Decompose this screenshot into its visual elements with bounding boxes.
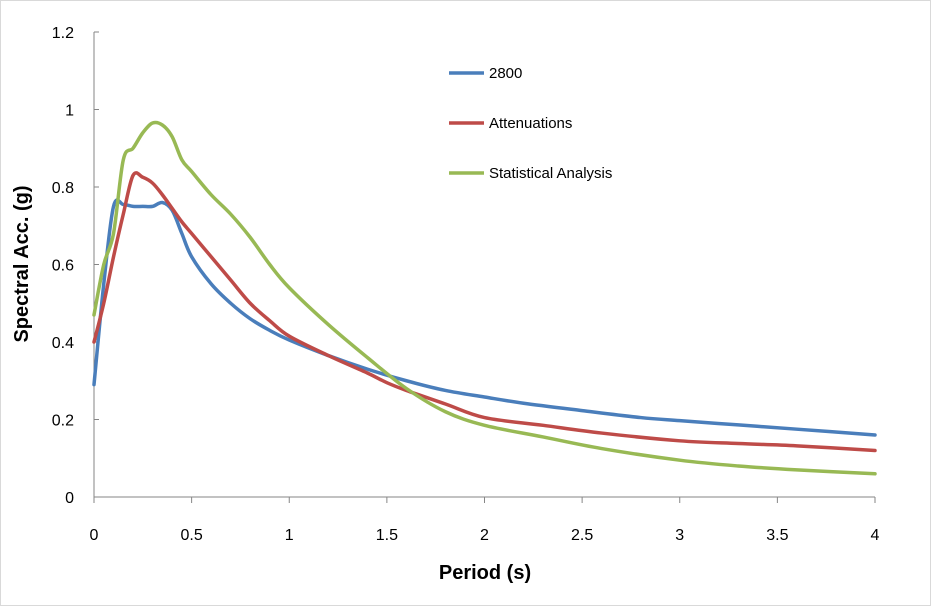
y-tick-label: 0.4 xyxy=(52,335,74,352)
y-tick-label: 0.2 xyxy=(52,413,74,430)
x-tick-label: 0 xyxy=(90,527,99,544)
x-tick-label: 0.5 xyxy=(181,527,203,544)
y-tick-label: 1 xyxy=(65,103,74,120)
x-tick-label: 3.5 xyxy=(766,527,788,544)
x-tick-label: 3 xyxy=(675,527,684,544)
x-axis-title: Period (s) xyxy=(439,562,531,584)
x-tick-label: 4 xyxy=(871,527,880,544)
y-tick-label: 0.8 xyxy=(52,180,74,197)
legend: 2800 Attenuations Statistical Analysis xyxy=(449,65,612,182)
x-tick-label: 1 xyxy=(285,527,294,544)
legend-label-2800: 2800 xyxy=(489,65,522,82)
y-axis-title: Spectral Acc. (g) xyxy=(11,185,33,342)
legend-label-attenuations: Attenuations xyxy=(489,115,572,132)
y-tick-label: 0.6 xyxy=(52,258,74,275)
y-tick-label: 0 xyxy=(65,490,74,507)
x-tick-label: 2 xyxy=(480,527,489,544)
axes: 0 0.2 0.4 0.6 0.8 1 1.2 0 0.5 1 1.5 2 2.5 3 3.5 4 xyxy=(52,25,880,544)
legend-label-statistical-analysis: Statistical Analysis xyxy=(489,165,612,182)
series-line-attenuations xyxy=(92,171,877,453)
series-group xyxy=(92,120,877,476)
x-tick-label: 1.5 xyxy=(376,527,398,544)
series-line-statistical-analysis xyxy=(92,120,877,476)
y-tick-label: 1.2 xyxy=(52,25,74,42)
x-tick-label: 2.5 xyxy=(571,527,593,544)
series-line-2800 xyxy=(92,198,877,437)
